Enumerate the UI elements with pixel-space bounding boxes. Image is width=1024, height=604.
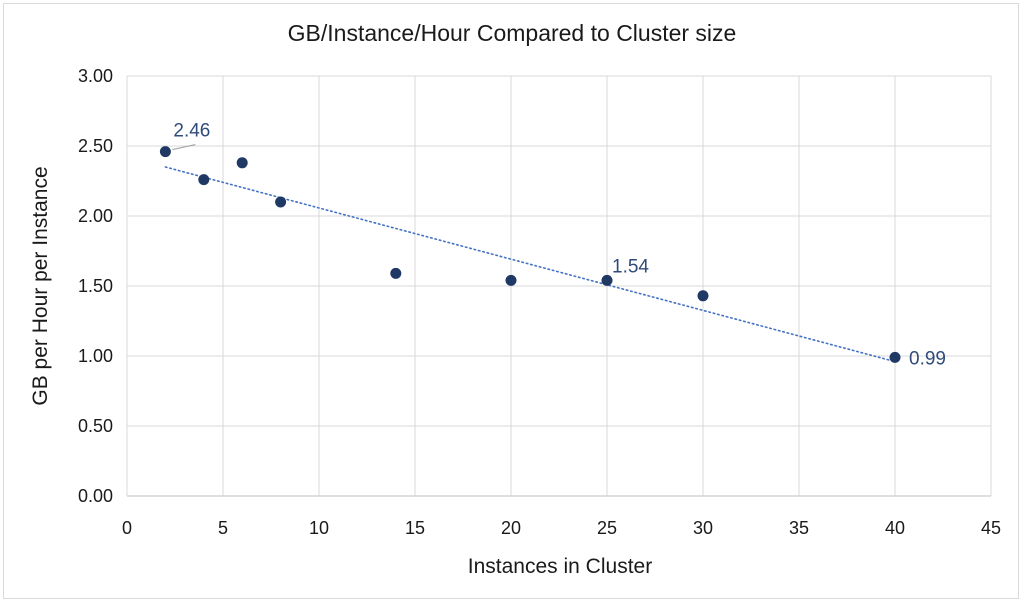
x-tick-label: 40 xyxy=(885,518,905,538)
data-point xyxy=(697,290,709,302)
y-tick-label: 3.00 xyxy=(78,66,113,86)
data-label: 0.99 xyxy=(909,348,946,369)
data-point xyxy=(236,157,248,169)
y-tick-label: 2.50 xyxy=(78,136,113,156)
y-tick-label: 2.00 xyxy=(78,206,113,226)
data-point xyxy=(390,267,402,279)
trendline-layer xyxy=(164,166,896,363)
axes xyxy=(126,76,991,497)
x-tick-label: 5 xyxy=(218,518,228,538)
y-tick-label: 1.50 xyxy=(78,276,113,296)
data-point xyxy=(275,196,287,208)
data-point xyxy=(601,274,613,286)
chart-title: GB/Instance/Hour Compared to Cluster siz… xyxy=(288,20,737,46)
data-point xyxy=(159,146,171,158)
y-axis-title: GB per Hour per Instance xyxy=(29,166,52,405)
x-tick-label: 15 xyxy=(405,518,425,538)
x-tick-label: 0 xyxy=(122,518,132,538)
gridlines xyxy=(127,75,992,496)
x-tick-label: 10 xyxy=(309,518,329,538)
x-axis-title: Instances in Cluster xyxy=(468,555,652,578)
data-point xyxy=(198,174,210,186)
y-tick-label: 0.50 xyxy=(78,416,113,436)
data-label: 2.46 xyxy=(173,121,210,142)
x-tick-label: 35 xyxy=(789,518,809,538)
y-tick-label: 0.00 xyxy=(78,486,113,506)
data-point xyxy=(505,274,517,286)
data-points xyxy=(159,146,901,363)
x-tick-label: 30 xyxy=(693,518,713,538)
x-tick-label: 25 xyxy=(597,518,617,538)
data-point xyxy=(889,351,901,363)
data-labels: 2.46 1.54 0.99 xyxy=(172,121,946,369)
data-label: 1.54 xyxy=(612,256,649,277)
data-label-leader xyxy=(172,144,196,151)
x-tick-label: 20 xyxy=(501,518,521,538)
y-tick-labels: 0.00 0.50 1.00 1.50 2.00 2.50 3.00 xyxy=(78,66,113,506)
y-tick-label: 1.00 xyxy=(78,346,113,366)
x-tick-labels: 0 5 10 15 20 25 30 35 40 45 xyxy=(122,518,1001,538)
trendline xyxy=(164,166,896,363)
x-tick-label: 45 xyxy=(981,518,1001,538)
